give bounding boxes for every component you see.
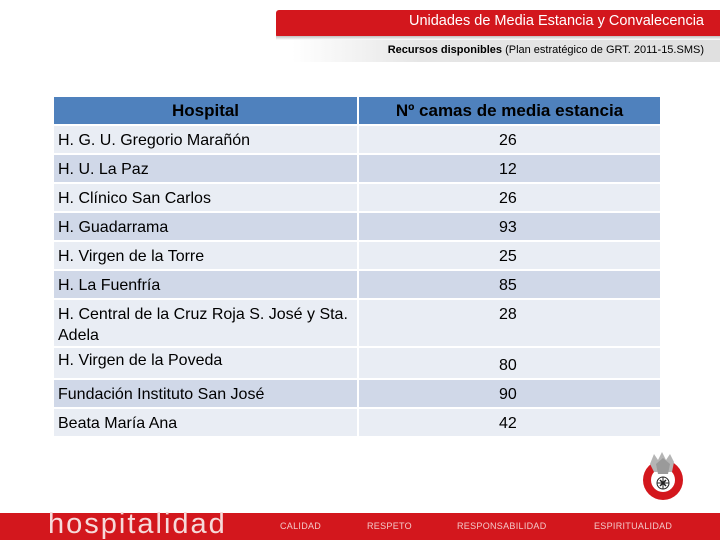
table-row: H. G. U. Gregorio Marañón 26	[52, 124, 662, 155]
table-row: Beata María Ana 42	[52, 407, 662, 438]
cell-beds: 12	[357, 153, 662, 184]
cell-hospital: H. Virgen de la Torre	[52, 240, 359, 271]
footer-brand: hospitalidad	[48, 508, 227, 540]
footer-value-calidad: CALIDAD	[280, 521, 322, 531]
page-title: Unidades de Media Estancia y Convalecenc…	[408, 13, 704, 29]
cell-beds: 42	[357, 407, 662, 438]
subtitle-bar	[292, 40, 720, 62]
cell-hospital: Fundación Instituto San José	[52, 378, 359, 409]
cell-beds: 25	[357, 240, 662, 271]
col-header-hospital: Hospital	[52, 95, 359, 126]
table-row: H. Clínico San Carlos 26	[52, 182, 662, 213]
subtitle-bold: Recursos disponibles	[387, 44, 503, 56]
footer-value-respeto: RESPETO	[367, 521, 412, 531]
header-red-bar	[276, 10, 720, 38]
cell-hospital: H. U. La Paz	[52, 153, 359, 184]
table-row: H. Virgen de la Torre 25	[52, 240, 662, 271]
cell-hospital: H. Guadarrama	[52, 211, 359, 242]
table-row: Fundación Instituto San José 90	[52, 378, 662, 409]
cell-beds: 93	[357, 211, 662, 242]
cell-hospital: H. Central de la Cruz Roja S. José y Sta…	[52, 298, 359, 348]
table-row: H. La Fuenfría 85	[52, 269, 662, 300]
header-bar-shadow	[276, 36, 720, 40]
beds-table: Hospital Nº camas de media estancia H. G…	[52, 95, 662, 438]
hospitaller-order-logo-icon	[643, 452, 683, 500]
table-row: H. Central de la Cruz Roja S. José y Sta…	[52, 298, 662, 348]
subtitle-rest: (Plan estratégico de GRT. 2011-15.SMS)	[502, 44, 704, 56]
cell-beds: 28	[357, 298, 662, 348]
cell-hospital: H. Virgen de la Poveda	[52, 346, 359, 380]
footer-bar	[0, 513, 720, 540]
table-row: H. U. La Paz 12	[52, 153, 662, 184]
table-row: H. Guadarrama 93	[52, 211, 662, 242]
footer-value-espiritualidad: ESPIRITUALIDAD	[594, 521, 673, 531]
cell-beds: 80	[357, 346, 662, 380]
cell-hospital: Beata María Ana	[52, 407, 359, 438]
cell-hospital: H. La Fuenfría	[52, 269, 359, 300]
table-header-row: Hospital Nº camas de media estancia	[52, 95, 662, 126]
cell-beds: 26	[357, 182, 662, 213]
cell-beds: 90	[357, 378, 662, 409]
table-row: H. Virgen de la Poveda 80	[52, 346, 662, 380]
cell-hospital: H. Clínico San Carlos	[52, 182, 359, 213]
footer-value-responsabilidad: RESPONSABILIDAD	[457, 521, 547, 531]
cell-beds: 85	[357, 269, 662, 300]
col-header-beds: Nº camas de media estancia	[357, 95, 662, 126]
cell-beds: 26	[357, 124, 662, 155]
cell-hospital: H. G. U. Gregorio Marañón	[52, 124, 359, 155]
page-subtitle: Recursos disponibles (Plan estratégico d…	[388, 44, 704, 56]
